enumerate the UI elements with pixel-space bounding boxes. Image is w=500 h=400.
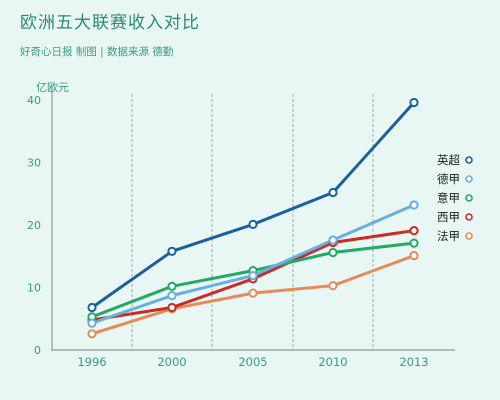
point-德甲-1996 [87,318,97,328]
point-法甲-2013 [409,251,419,261]
y-tick-label-30: 30 [27,157,41,170]
y-tick-label-40: 40 [27,94,41,107]
legend-label-西甲: 西甲 [437,210,460,224]
legend-label-法甲: 法甲 [437,229,460,243]
legend-marker-西甲 [465,213,473,221]
point-英超-2010 [328,187,338,198]
chart-title: 欧洲五大联赛收入对比 [20,13,200,33]
legend-marker-英超 [465,156,473,164]
point-英超-2005 [248,219,258,229]
point-法甲-1996 [87,329,97,339]
point-西甲-2000 [167,302,177,313]
legend-label-意甲: 意甲 [437,191,460,205]
point-意甲-2010 [328,247,338,258]
x-tick-label-2000: 2000 [157,355,186,369]
x-tick-label-2010: 2010 [318,355,347,369]
point-英超-2013 [409,97,419,108]
point-德甲-2010 [328,235,338,245]
point-西甲-2013 [409,226,419,236]
y-tick-label-0: 0 [34,344,41,357]
point-德甲-2013 [409,200,419,210]
legend-marker-意甲 [465,194,473,202]
y-tick-label-20: 20 [27,219,41,232]
y-tick-label-10: 10 [27,282,41,295]
legend-marker-法甲 [465,232,473,240]
point-英超-2000 [167,246,177,256]
point-德甲-2005 [248,271,258,281]
point-意甲-2000 [167,281,177,291]
point-意甲-2013 [409,238,419,248]
chart-subtitle: 好奇心日报 制图 | 数据来源 德勤 [20,46,174,58]
point-法甲-2010 [328,281,338,291]
x-tick-label-2005: 2005 [238,355,267,369]
point-英超-1996 [87,302,97,313]
legend-marker-德甲 [465,175,473,183]
legend-label-德甲: 德甲 [437,172,460,186]
legend-label-英超: 英超 [437,153,460,167]
x-tick-label-1996: 1996 [77,355,106,369]
point-法甲-2005 [248,288,258,298]
point-德甲-2000 [167,291,177,301]
x-tick-label-2013: 2013 [399,355,428,369]
